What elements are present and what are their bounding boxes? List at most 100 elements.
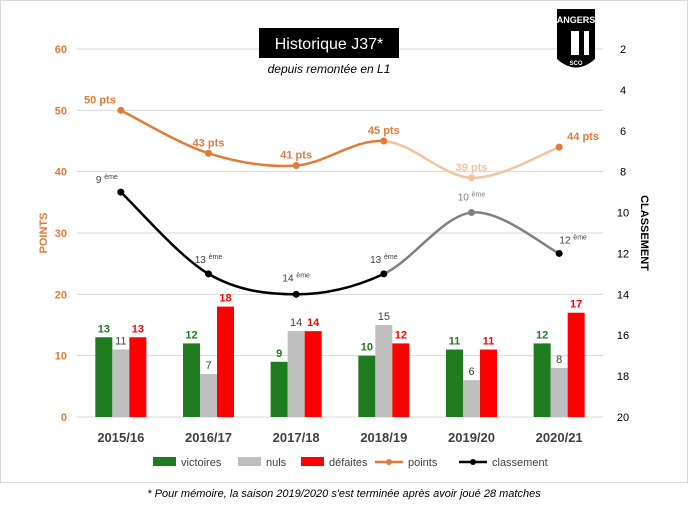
data-label-victoires: 12 [536,329,548,341]
data-label-victoires: 13 [98,323,110,335]
classement-line [207,272,297,296]
legend-swatch [238,457,261,466]
bar-nuls [550,367,568,417]
classement-line [296,272,385,296]
points-line [471,145,560,180]
classement-line [383,211,472,276]
footnote: * Pour mémoire, la saison 2019/2020 s'es… [147,488,541,500]
classement-line [119,191,210,275]
classement-label: 9 ème [96,174,118,186]
logo-name: ANGERS [557,15,596,25]
bar-victoires [533,343,551,417]
axes: 0 10 20 30 40 50 60 2 4 6 8 10 12 14 16 18 20 POINTS CLASS… [38,44,650,445]
y2-tick-label: 2 [620,44,626,56]
points-marker [117,106,125,114]
bar-défaites [129,337,147,417]
points-marker [205,149,212,157]
y2-tick-label: 16 [617,330,629,342]
bar-nuls [463,380,480,417]
data-label-défaites: 17 [570,299,582,311]
points-line [383,139,472,180]
x-tick-label: 2019/20 [448,430,495,445]
chart-frame: 13 12 9 10 11 12 11 7 14 15 6 8 13 18 14 12 11 17 50 pts 43… [0,0,688,483]
bar-défaites [567,312,585,417]
points-marker [380,137,388,145]
data-label-défaites: 18 [219,293,231,305]
y-tick-label: 40 [55,167,67,179]
y-tick-label: 50 [55,105,67,117]
legend-marker [386,459,392,465]
bar-nuls [287,331,305,417]
y2-tick-label: 8 [620,167,626,179]
data-label-défaites: 12 [395,329,407,341]
y2-tick-label: 14 [617,289,629,301]
points-marker [555,143,563,151]
y2-tick-label: 4 [620,85,626,97]
y-tick-label: 10 [55,351,67,363]
data-label-défaites: 13 [132,323,144,335]
legend-label: points [408,457,438,469]
points-label: 41 pts [280,150,312,162]
x-tick-label: 2020/21 [536,430,583,445]
data-label-nuls: 15 [378,311,390,323]
legend-label: classement [492,457,548,469]
classement-label: 12 ème [559,234,587,246]
bar-nuls [112,349,130,417]
logo-sub: SCO [569,61,582,67]
y2-tick-label: 20 [617,412,629,424]
grid [77,48,603,418]
classement-label: 14 ème [282,272,310,284]
classement-marker [380,270,388,278]
lines [117,106,563,298]
classement-marker [205,270,212,278]
y-tick-label: 60 [55,44,67,56]
title-box [259,28,399,58]
points-line [208,152,297,168]
data-label-victoires: 10 [361,342,373,354]
classement-label: 10 ème [458,192,486,204]
bar-victoires [358,355,376,417]
bars [95,306,585,417]
data-label-victoires: 12 [185,329,197,341]
y2-axis-label: CLASSEMENT [638,195,650,271]
points-label: 45 pts [368,125,400,137]
y2-tick-label: 6 [620,126,626,138]
legend-label: victoires [181,457,222,469]
points-line [120,109,209,155]
chart-subtitle: depuis remontée en L1 [268,62,391,76]
classement-marker [555,249,563,257]
legend-label: défaites [329,457,368,469]
points-label: 44 pts [567,131,599,143]
classement-label: 13 ème [370,254,398,266]
data-label-victoires: 9 [276,348,282,360]
y-tick-label: 30 [55,228,67,240]
bar-défaites [304,331,322,417]
y2-tick-label: 12 [617,248,629,260]
data-label-nuls: 6 [468,366,474,378]
x-tick-label: 2018/19 [360,430,407,445]
bar-victoires [446,349,463,417]
bar-nuls [375,325,393,417]
points-label: 50 pts [84,94,116,106]
data-label-nuls: 7 [205,360,211,372]
legend-swatch [153,457,176,466]
angers-sco-crest-icon: ANGERS SCO [557,9,596,68]
legend-marker [470,459,476,465]
bar-victoires [183,343,200,417]
points-label: 39 pts [456,162,488,174]
y-axis-label: POINTS [38,213,50,254]
legend: victoires nuls défaites points classement [153,457,548,469]
x-tick-label: 2015/16 [97,430,144,445]
classement-line [471,211,560,255]
classement-marker [292,290,300,298]
legend-swatch [301,457,324,466]
data-label-défaites: 11 [483,336,495,348]
y-tick-label: 0 [61,412,67,424]
data-label-nuls: 14 [290,317,302,329]
bar-victoires [95,337,113,417]
y-tick-label: 20 [55,289,67,301]
classement-marker [468,209,475,217]
x-tick-label: 2016/17 [185,430,232,445]
bar-victoires [270,361,288,417]
